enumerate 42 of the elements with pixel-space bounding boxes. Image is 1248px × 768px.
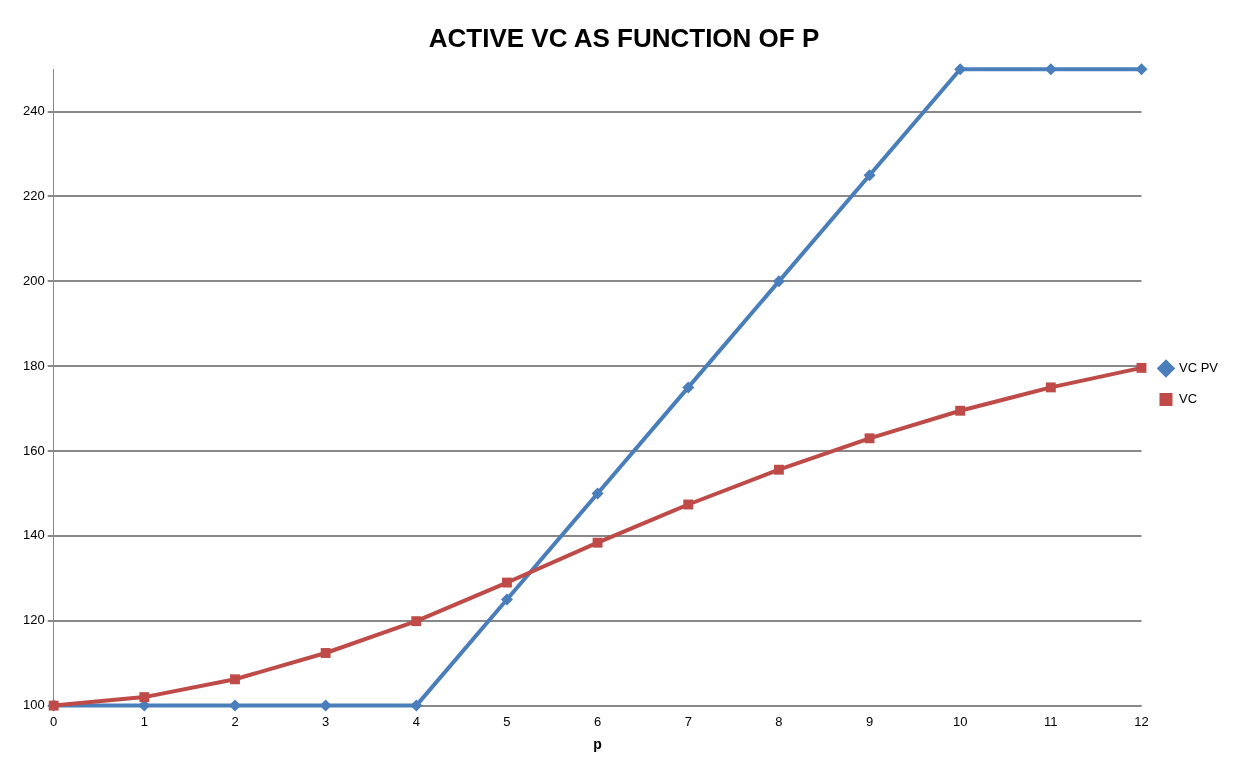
x-tick-label: 7 — [684, 713, 692, 729]
y-tick-label: 240 — [22, 103, 45, 119]
x-tick-label: 6 — [593, 713, 602, 729]
point — [500, 593, 513, 606]
x-tick-label: 12 — [1134, 713, 1149, 729]
y-tick-label: 160 — [22, 442, 45, 458]
x-tick-label: 9 — [865, 713, 874, 729]
point — [411, 616, 422, 627]
point — [501, 577, 512, 588]
point — [592, 537, 603, 548]
y-tick-label: 120 — [22, 612, 45, 628]
point — [320, 648, 331, 658]
point — [591, 487, 604, 500]
x-axis-title: p — [593, 736, 602, 753]
y-tick-label: 140 — [22, 527, 45, 543]
point — [682, 381, 695, 394]
point — [773, 464, 784, 475]
point — [683, 499, 694, 510]
point — [139, 692, 150, 703]
y-tick-label: 200 — [22, 272, 45, 288]
x-tick-label: 11 — [1044, 713, 1058, 729]
point — [955, 405, 966, 416]
x-tick-label: 3 — [322, 713, 330, 729]
point — [864, 433, 875, 444]
point — [863, 169, 876, 182]
point — [772, 275, 785, 288]
y-tick-label: 100 — [22, 697, 45, 713]
x-tick-label: 5 — [503, 713, 511, 729]
x-tick-label: 1 — [140, 713, 148, 729]
legend-label: VC — [1178, 391, 1198, 407]
x-tick-label: 4 — [412, 713, 420, 729]
chart-title: ACTIVE VC AS FUNCTION OF P — [428, 22, 820, 53]
x-tick-label: 0 — [50, 713, 58, 729]
x-tick-label: 8 — [775, 713, 783, 729]
point — [1136, 362, 1147, 373]
point — [230, 674, 240, 685]
y-tick-label: 180 — [22, 357, 45, 373]
x-tick-label: 10 — [952, 713, 968, 729]
x-tick-label: 2 — [231, 713, 239, 729]
y-tick-label: 220 — [22, 188, 45, 204]
point — [1045, 382, 1056, 393]
legend-label: VC PV — [1178, 360, 1219, 376]
